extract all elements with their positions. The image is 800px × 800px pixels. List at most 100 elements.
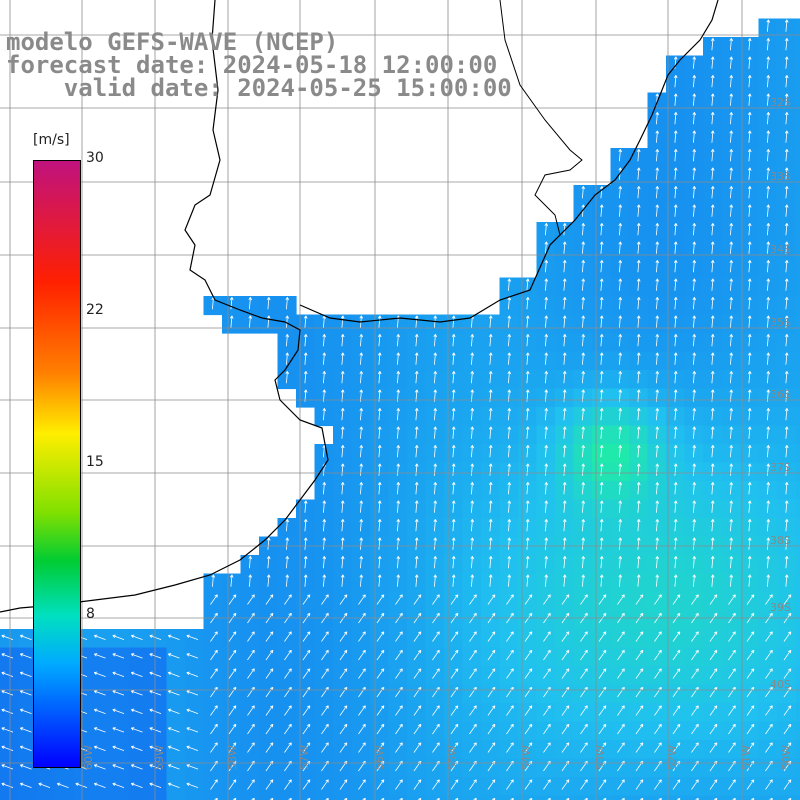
wind-arrow: [487, 668, 496, 679]
wind-arrow: [488, 537, 493, 550]
wind-arrow: [377, 371, 382, 384]
wind-arrow: [598, 742, 607, 753]
wind-arrow: [617, 742, 625, 753]
wind-cell: [795, 111, 800, 131]
wind-arrow: [561, 594, 570, 605]
wind-arrow: [340, 315, 345, 328]
wind-arrow: [673, 371, 678, 384]
wind-arrow: [433, 408, 438, 421]
wind-cell: [462, 795, 482, 800]
wind-arrow: [766, 130, 771, 143]
wind-arrow: [766, 112, 771, 125]
wind-arrow: [765, 668, 773, 679]
wind-arrow: [673, 149, 678, 162]
wind-cell: [277, 777, 297, 797]
wind-arrow: [581, 482, 586, 495]
wind-arrow: [673, 426, 678, 439]
wind-cell: [629, 592, 649, 612]
wind-arrow: [709, 668, 718, 679]
wind-arrow: [414, 315, 419, 328]
wind-cell: [536, 740, 556, 760]
wind-arrow: [618, 352, 623, 365]
wind-arrow: [544, 426, 549, 439]
wind-arrow: [433, 500, 438, 513]
wind-arrow: [112, 727, 125, 733]
wind-arrow: [673, 556, 678, 569]
wind-arrow: [112, 764, 125, 770]
wind-arrow: [692, 426, 697, 439]
wind-arrow: [525, 500, 530, 513]
wind-arrow: [729, 352, 734, 365]
wind-arrow: [766, 167, 771, 180]
wind-arrow: [710, 556, 715, 569]
wind-cell: [629, 795, 649, 800]
wind-arrow: [284, 594, 292, 605]
wind-cell: [647, 647, 667, 667]
wind-cell: [777, 703, 797, 723]
wind-arrow: [673, 537, 678, 550]
longitude-label: 58W: [226, 745, 239, 770]
wind-arrow: [507, 352, 512, 365]
wind-arrow: [784, 241, 789, 254]
wind-arrow: [766, 260, 771, 273]
wind-cell: [758, 647, 778, 667]
wind-arrow: [396, 482, 401, 495]
wind-cell: [758, 758, 778, 778]
wind-arrow: [783, 631, 792, 642]
wind-arrow: [598, 631, 607, 642]
coastline-lagoon: [499, 0, 583, 246]
wind-cell: [203, 610, 223, 630]
wind-arrow: [487, 594, 496, 605]
wind-arrow: [710, 112, 715, 125]
wind-arrow: [377, 408, 382, 421]
wind-arrow: [247, 723, 255, 735]
wind-cell: [795, 647, 800, 667]
wind-cell: [277, 684, 297, 704]
wind-arrow: [340, 426, 345, 439]
wind-arrow: [599, 426, 604, 439]
wind-cell: [610, 666, 630, 686]
wind-arrow: [599, 352, 604, 365]
wind-arrow: [655, 204, 660, 217]
wind-arrow: [1, 634, 14, 640]
wind-arrow: [562, 519, 567, 532]
wind-arrow: [414, 519, 419, 532]
wind-arrow: [765, 779, 773, 790]
wind-arrow: [488, 463, 493, 476]
wind-cell: [666, 684, 686, 704]
wind-arrow: [432, 631, 440, 642]
wind-arrow: [692, 130, 697, 143]
wind-cell: [370, 610, 390, 630]
wind-arrow: [186, 727, 199, 733]
wind-cell: [795, 740, 800, 760]
latitude-label: 38S: [770, 534, 791, 547]
wind-cell: [277, 758, 297, 778]
wind-arrow: [451, 371, 456, 384]
wind-cell: [407, 647, 427, 667]
wind-cell: [684, 758, 704, 778]
wind-cell: [684, 777, 704, 797]
wind-cell: [518, 610, 538, 630]
wind-cell: [425, 758, 445, 778]
wind-arrow: [340, 445, 345, 458]
wind-arrow: [710, 426, 715, 439]
wind-cell: [444, 629, 464, 649]
wind-arrow: [562, 463, 567, 476]
wind-arrow: [747, 482, 752, 495]
longitude-label: 53W: [594, 745, 607, 770]
wind-cell: [314, 684, 334, 704]
wind-arrow: [783, 668, 792, 679]
wind-arrow: [340, 482, 345, 495]
wind-arrow: [636, 408, 641, 421]
wind-arrow: [692, 334, 697, 347]
wind-arrow: [93, 727, 106, 733]
wind-cell: [481, 629, 501, 649]
wind-arrow: [377, 315, 382, 328]
wind-arrow: [432, 668, 440, 679]
wind-arrow: [673, 204, 678, 217]
wind-cell: [277, 629, 297, 649]
wind-cell: [277, 610, 297, 630]
wind-arrow: [487, 649, 496, 661]
longitude-label: 50W: [780, 745, 793, 770]
wind-cell: [684, 666, 704, 686]
